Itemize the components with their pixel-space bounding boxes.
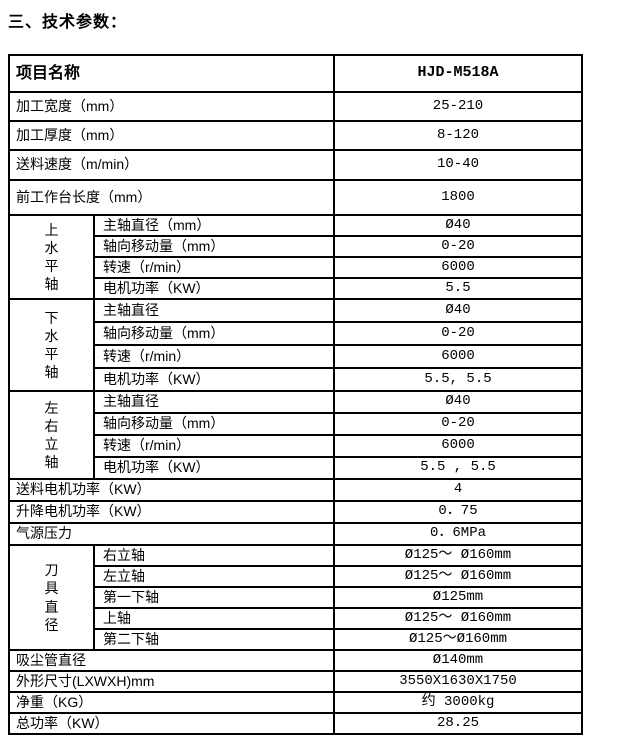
row-value: 6000 [333,256,584,279]
row-value: Ø125mm [333,586,584,609]
row-label: 转速（r/min） [92,256,336,279]
spec-row: 上水平轴 主轴直径（mm） Ø40 [8,214,584,300]
row-label: 转速（r/min） [92,434,336,458]
row-label: 主轴直径 [92,298,336,323]
spec-row: 左立轴 Ø125～ Ø160mm [9,565,584,588]
spec-row: 升降电机功率（KW） 0．75 [7,500,584,524]
row-value: Ø140mm [333,649,584,672]
row-value: 28.25 [333,712,584,735]
row-label: 外形尺寸(LXWXH)mm [7,670,336,693]
row-value: Ø125～ Ø160mm [333,607,584,630]
group-label-vertical: 上水平轴 [44,221,59,293]
row-value: 6000 [333,434,584,458]
row-label: 总功率（KW） [7,712,336,735]
row-value: 0-20 [333,321,584,346]
row-value: 0．75 [333,500,584,524]
spec-row: 外形尺寸(LXWXH)mm 3550X1630X1750 [7,670,584,693]
row-value: Ø125～ Ø160mm [333,544,584,567]
group-label-cell: 刀具直径 [8,544,95,651]
row-value: Ø40 [333,298,584,323]
row-label: 气源压力 [7,522,336,546]
header-item-name-cell: 项目名称 [7,54,336,93]
spec-row: 转速（r/min） 6000 [9,256,584,279]
row-value: 5.5 , 5.5 [333,456,584,480]
row-label: 上轴 [92,607,336,630]
spec-row: 净重（KG） 约 3000kg [7,691,584,714]
spec-row: 电机功率（KW） 5.5, 5.5 [9,367,584,392]
row-value: 25-210 [333,91,584,122]
spec-table: 项目名称 HJD-M518A 加工宽度（mm） 25-210 加工厚度（mm） … [7,54,584,735]
group-label-vertical: 刀具直径 [44,562,59,633]
spec-row: 气源压力 0．6MPa [7,522,584,546]
row-value: 5.5, 5.5 [333,367,584,392]
row-label: 电机功率（KW） [92,277,336,300]
row-label: 轴向移动量（mm） [92,412,336,436]
row-label: 第二下轴 [92,628,336,651]
row-label: 前工作台长度（mm） [7,179,336,216]
spec-row: 吸尘管直径 Ø140mm [7,649,584,672]
row-value: 0-20 [333,412,584,436]
row-label: 升降电机功率（KW） [7,500,336,524]
spec-row: 下水平轴 主轴直径 Ø40 [8,298,584,392]
row-label: 轴向移动量（mm） [92,235,336,258]
spec-row: 总功率（KW） 28.25 [7,712,584,735]
row-label: 主轴直径（mm） [92,214,336,237]
row-label: 电机功率（KW） [92,456,336,480]
row-value: 6000 [333,344,584,369]
spec-row: 转速（r/min） 6000 [9,344,584,369]
row-label: 净重（KG） [7,691,336,714]
spec-row: 送料速度（m/min） 10-40 [7,149,584,181]
spec-row: 上轴 Ø125～ Ø160mm [9,607,584,630]
row-value: 0．6MPa [333,522,584,546]
row-value: 8-120 [333,120,584,151]
spec-row: 电机功率（KW） 5.5 [9,277,584,300]
group-label-vertical: 下水平轴 [44,309,59,381]
spec-row: 加工宽度（mm） 25-210 [7,91,584,122]
row-value: 3550X1630X1750 [333,670,584,693]
row-label: 加工宽度（mm） [7,91,336,122]
group-label-cell: 上水平轴 [8,214,95,300]
spec-row: 轴向移动量（mm） 0-20 [9,412,584,436]
row-value: 1800 [333,179,584,216]
spec-row: 轴向移动量（mm） 0-20 [9,235,584,258]
spec-row: 送料电机功率（KW） 4 [7,478,584,502]
row-label: 轴向移动量（mm） [92,321,336,346]
row-label: 送料速度（m/min） [7,149,336,181]
row-label: 第一下轴 [92,586,336,609]
row-label: 送料电机功率（KW） [7,478,336,502]
group-label-vertical: 左右立轴 [44,399,59,471]
row-value: 4 [333,478,584,502]
row-value: Ø125～ Ø160mm [333,565,584,588]
section-title: 三、技术参数： [8,14,128,31]
spec-row: 转速（r/min） 6000 [9,434,584,458]
spec-row: 电机功率（KW） 5.5 , 5.5 [9,456,584,480]
spec-row: 加工厚度（mm） 8-120 [7,120,584,151]
row-value: 10-40 [333,149,584,181]
group-label-cell: 下水平轴 [8,298,95,392]
row-value: 5.5 [333,277,584,300]
row-value: Ø125～Ø160mm [333,628,584,651]
group-label-cell: 左右立轴 [8,390,95,480]
row-label: 加工厚度（mm） [7,120,336,151]
spec-row: 第一下轴 Ø125mm [9,586,584,609]
row-value: 0-20 [333,235,584,258]
spec-row: 第二下轴 Ø125～Ø160mm [9,628,584,651]
spec-row: 前工作台长度（mm） 1800 [7,179,584,216]
spec-row: 刀具直径 右立轴 Ø125～ Ø160mm [8,544,584,651]
row-label: 电机功率（KW） [92,367,336,392]
header-model-cell: HJD-M518A [333,54,584,93]
row-label: 吸尘管直径 [7,649,336,672]
row-label: 左立轴 [92,565,336,588]
row-label: 右立轴 [92,544,336,567]
row-value: Ø40 [333,390,584,414]
row-label: 转速（r/min） [92,344,336,369]
table-header-row: 项目名称 HJD-M518A [7,54,584,93]
row-value: 约 3000kg [333,691,584,714]
row-value: Ø40 [333,214,584,237]
spec-row: 左右立轴 主轴直径 Ø40 [8,390,584,480]
spec-row: 轴向移动量（mm） 0-20 [9,321,584,346]
row-label: 主轴直径 [92,390,336,414]
